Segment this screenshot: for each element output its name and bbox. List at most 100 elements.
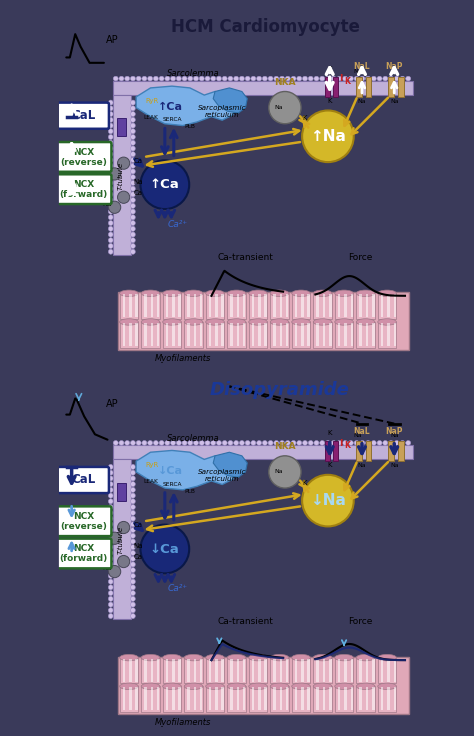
Ellipse shape	[206, 319, 224, 325]
Ellipse shape	[131, 499, 135, 504]
Bar	[172, 294, 174, 317]
Ellipse shape	[109, 556, 113, 561]
Text: Myofilaments: Myofilaments	[155, 718, 211, 727]
Ellipse shape	[313, 654, 332, 661]
Bar	[359, 294, 362, 317]
FancyBboxPatch shape	[56, 174, 111, 204]
Ellipse shape	[131, 186, 135, 191]
Bar	[344, 687, 346, 710]
Ellipse shape	[131, 100, 135, 105]
Text: Ca²⁺: Ca²⁺	[167, 584, 187, 593]
Bar	[215, 659, 218, 682]
Ellipse shape	[297, 77, 302, 81]
Bar	[313, 293, 332, 319]
Bar	[337, 294, 340, 317]
Bar	[230, 659, 233, 682]
Bar	[273, 294, 275, 317]
Bar	[151, 294, 153, 317]
Bar	[243, 687, 246, 710]
Circle shape	[269, 456, 301, 488]
Bar	[387, 659, 390, 682]
Text: NCX
(reverse): NCX (reverse)	[60, 147, 107, 166]
Ellipse shape	[109, 567, 113, 573]
Bar	[221, 294, 224, 317]
Ellipse shape	[199, 77, 204, 81]
Text: T-tubule: T-tubule	[118, 526, 124, 554]
Ellipse shape	[131, 129, 135, 134]
Ellipse shape	[227, 654, 246, 661]
Ellipse shape	[291, 77, 296, 81]
Text: Na: Na	[274, 105, 283, 110]
Bar	[187, 323, 190, 346]
Ellipse shape	[109, 215, 113, 220]
Ellipse shape	[131, 493, 135, 498]
Ellipse shape	[131, 215, 135, 220]
Text: NaP: NaP	[385, 427, 403, 436]
Bar	[221, 687, 224, 710]
Bar	[209, 323, 211, 346]
Ellipse shape	[147, 441, 153, 445]
Ellipse shape	[109, 244, 113, 249]
Bar	[136, 294, 138, 317]
Text: NKA: NKA	[274, 78, 296, 87]
Ellipse shape	[270, 654, 289, 661]
Ellipse shape	[154, 77, 158, 81]
Ellipse shape	[163, 683, 182, 690]
Ellipse shape	[292, 683, 310, 690]
Bar	[350, 323, 353, 346]
Polygon shape	[136, 450, 237, 490]
Polygon shape	[213, 452, 247, 478]
Bar	[286, 294, 289, 317]
Text: Na: Na	[353, 69, 362, 74]
Ellipse shape	[109, 141, 113, 145]
FancyBboxPatch shape	[56, 142, 111, 171]
Ellipse shape	[206, 654, 224, 661]
Bar	[365, 294, 368, 317]
Text: K: K	[328, 462, 332, 468]
Ellipse shape	[193, 77, 199, 81]
Bar	[316, 659, 319, 682]
Ellipse shape	[136, 77, 141, 81]
Ellipse shape	[249, 319, 267, 325]
Ellipse shape	[365, 441, 371, 445]
Ellipse shape	[292, 290, 310, 297]
Ellipse shape	[354, 77, 359, 81]
Circle shape	[118, 556, 130, 567]
Text: Na: Na	[103, 565, 112, 571]
Text: I: I	[339, 439, 343, 447]
Bar	[381, 294, 383, 317]
Text: K: K	[328, 430, 332, 436]
FancyBboxPatch shape	[56, 539, 111, 568]
Ellipse shape	[211, 441, 216, 445]
Ellipse shape	[211, 77, 216, 81]
Ellipse shape	[131, 464, 135, 470]
Ellipse shape	[109, 203, 113, 208]
Ellipse shape	[131, 221, 135, 225]
Ellipse shape	[109, 100, 113, 105]
Bar	[308, 323, 310, 346]
Ellipse shape	[131, 528, 135, 533]
Ellipse shape	[360, 441, 365, 445]
Text: K: K	[302, 116, 307, 121]
Bar	[193, 294, 196, 317]
Bar	[356, 686, 375, 712]
Bar	[227, 686, 246, 712]
Text: Na: Na	[390, 69, 399, 74]
Ellipse shape	[131, 197, 135, 202]
Bar	[123, 294, 125, 317]
Ellipse shape	[262, 77, 267, 81]
Ellipse shape	[109, 117, 113, 122]
Ellipse shape	[285, 77, 290, 81]
Ellipse shape	[109, 464, 113, 470]
Circle shape	[302, 475, 354, 526]
Ellipse shape	[109, 186, 113, 191]
Ellipse shape	[268, 77, 273, 81]
Bar	[286, 687, 289, 710]
Bar	[118, 657, 409, 714]
Bar	[172, 323, 174, 346]
Ellipse shape	[109, 585, 113, 590]
Ellipse shape	[378, 319, 396, 325]
Bar	[335, 293, 354, 319]
Text: Na: Na	[274, 470, 283, 475]
Ellipse shape	[302, 441, 308, 445]
